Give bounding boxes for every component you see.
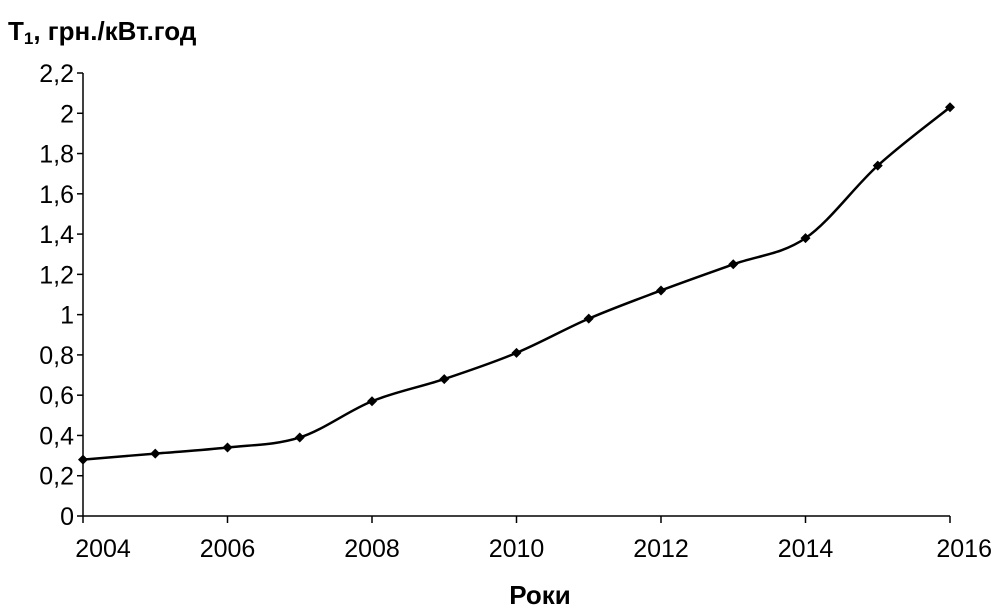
series-group — [78, 102, 955, 465]
y-tick-label: 1,8 — [39, 141, 74, 169]
data-point-marker — [656, 285, 666, 296]
data-point-marker — [78, 454, 88, 465]
data-point-marker — [150, 448, 161, 459]
data-point-marker — [222, 442, 233, 453]
x-tick-label: 2008 — [344, 535, 400, 563]
x-axis: 2004 2006 2008 2010 2012 2014 2016 — [75, 515, 992, 563]
y-axis-title-rest: , грн./кВт.год — [33, 16, 196, 46]
data-point-marker — [945, 102, 955, 113]
x-axis-title: Роки — [509, 580, 571, 610]
y-tick-label: 1 — [60, 302, 74, 330]
data-point-marker — [800, 233, 811, 244]
y-tick-label: 2,2 — [39, 60, 74, 88]
series-line — [81, 105, 952, 461]
x-tick-label: 2006 — [200, 535, 256, 563]
y-axis-title: T1, грн./кВт.год — [8, 16, 197, 48]
data-point-marker — [583, 313, 594, 324]
data-point-marker — [511, 347, 522, 358]
y-tick-label: 1,6 — [39, 181, 74, 209]
x-tick-label: 2004 — [75, 535, 131, 563]
data-point-marker — [728, 259, 739, 270]
y-axis-title-subscript: 1 — [24, 29, 33, 48]
x-tick-label: 2012 — [633, 535, 689, 563]
data-point-marker — [294, 432, 305, 443]
y-tick-label: 0,6 — [39, 382, 74, 410]
y-tick-label: 0,4 — [39, 422, 74, 450]
data-point-marker — [367, 396, 377, 407]
data-point-marker — [439, 374, 450, 385]
y-axis-title-main: T — [8, 16, 24, 46]
y-tick-label: 1,4 — [39, 221, 74, 249]
y-axis: 0 0,2 0,4 0,6 0,8 1 1,2 1,4 1,6 1,8 2 2,2 — [39, 60, 84, 531]
x-tick-label: 2014 — [778, 535, 834, 563]
x-tick-label: 2010 — [489, 535, 545, 563]
y-tick-label: 2 — [60, 100, 74, 128]
data-point-marker — [872, 160, 883, 171]
y-tick-label: 0 — [60, 503, 74, 531]
x-tick-label: 2016 — [936, 535, 992, 563]
y-tick-label: 0,2 — [39, 463, 74, 491]
y-tick-label: 0,8 — [39, 342, 74, 370]
y-tick-label: 1,2 — [39, 261, 74, 289]
